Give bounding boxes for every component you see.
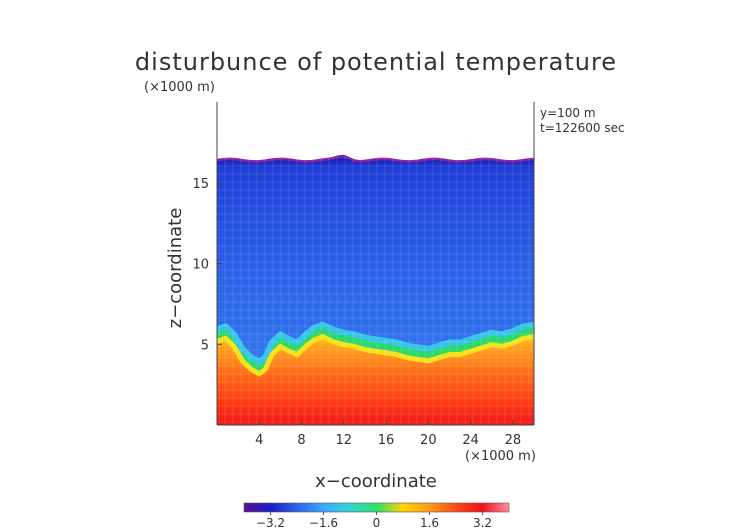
x-tick-label: 28	[505, 433, 522, 448]
y-axis-label: z−coordinate	[165, 208, 186, 329]
x-tick-label: 12	[336, 433, 353, 448]
x-axis-ticks: 4 8 12 16 20 24 28	[255, 420, 521, 448]
y-tick-label: 10	[192, 258, 209, 273]
transition-band-cyan	[217, 321, 534, 365]
colorbar	[243, 502, 510, 513]
field-top-edge	[217, 154, 534, 163]
colorbar-tick-label: 1.6	[420, 516, 439, 530]
colorbar-ticks: −3.2 −1.6 0 1.6 3.2	[256, 512, 492, 530]
y-tick-label: 5	[201, 338, 209, 353]
x-axis-label: x−coordinate	[315, 471, 437, 492]
transition-band-green	[217, 326, 534, 372]
y-tick-label: 15	[192, 177, 209, 192]
colorbar-tick-label: 0	[373, 516, 381, 530]
x-unit-label: (×1000 m)	[465, 449, 536, 464]
x-tick-label: 4	[255, 433, 263, 448]
upper-cold-layer	[217, 156, 534, 367]
plot-grid	[217, 102, 534, 425]
x-tick-label: 16	[378, 433, 395, 448]
x-tick-label: 20	[420, 433, 437, 448]
x-tick-label: 8	[297, 433, 305, 448]
chart-title: disturbunce of potential temperature	[135, 48, 617, 76]
z-unit-label: (×1000 m)	[144, 80, 215, 95]
colorbar-tick-label: 3.2	[473, 516, 492, 530]
y-axis-ticks: 5 10 15	[192, 177, 222, 353]
slice-annotation: y=100 m	[540, 106, 596, 120]
colorbar-tick-label: −3.2	[256, 516, 285, 530]
plot-area	[217, 102, 534, 425]
x-tick-label: 24	[462, 433, 479, 448]
transition-band-yellow	[217, 334, 534, 377]
time-annotation: t=122600 sec	[540, 121, 625, 135]
colorbar-tick-label: −1.6	[309, 516, 338, 530]
